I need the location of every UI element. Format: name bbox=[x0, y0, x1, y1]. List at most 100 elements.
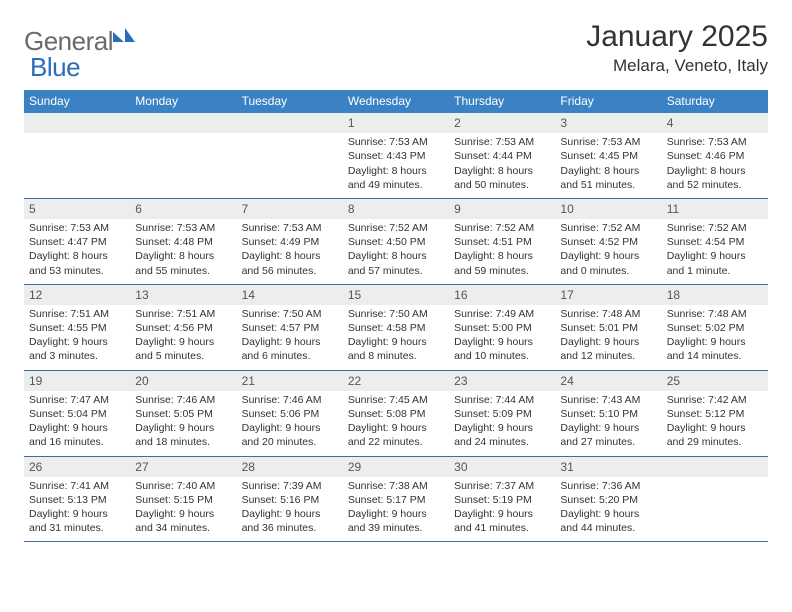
sunrise-text: Sunrise: 7:52 AM bbox=[454, 221, 550, 235]
day-number: 18 bbox=[662, 285, 768, 305]
day-number: 0 bbox=[662, 457, 768, 477]
sunrise-text: Sunrise: 7:53 AM bbox=[242, 221, 338, 235]
daylight-text-2: and 53 minutes. bbox=[29, 264, 125, 278]
daylight-text-2: and 41 minutes. bbox=[454, 521, 550, 535]
day-cell: 10Sunrise: 7:52 AMSunset: 4:52 PMDayligh… bbox=[555, 199, 661, 284]
weekday-header-cell: Monday bbox=[130, 90, 236, 113]
day-cell: 25Sunrise: 7:42 AMSunset: 5:12 PMDayligh… bbox=[662, 371, 768, 456]
daylight-text-2: and 29 minutes. bbox=[667, 435, 763, 449]
sunset-text: Sunset: 5:00 PM bbox=[454, 321, 550, 335]
day-cell: 22Sunrise: 7:45 AMSunset: 5:08 PMDayligh… bbox=[343, 371, 449, 456]
day-info: Sunrise: 7:36 AMSunset: 5:20 PMDaylight:… bbox=[555, 477, 661, 542]
sunset-text: Sunset: 4:45 PM bbox=[560, 149, 656, 163]
sunset-text: Sunset: 4:44 PM bbox=[454, 149, 550, 163]
daylight-text-1: Daylight: 9 hours bbox=[560, 249, 656, 263]
sunrise-text: Sunrise: 7:52 AM bbox=[667, 221, 763, 235]
daylight-text-2: and 49 minutes. bbox=[348, 178, 444, 192]
day-info: Sunrise: 7:43 AMSunset: 5:10 PMDaylight:… bbox=[555, 391, 661, 456]
day-info: Sunrise: 7:53 AMSunset: 4:44 PMDaylight:… bbox=[449, 133, 555, 198]
daylight-text-2: and 12 minutes. bbox=[560, 349, 656, 363]
day-cell: 24Sunrise: 7:43 AMSunset: 5:10 PMDayligh… bbox=[555, 371, 661, 456]
day-info: Sunrise: 7:48 AMSunset: 5:02 PMDaylight:… bbox=[662, 305, 768, 370]
day-number: 30 bbox=[449, 457, 555, 477]
day-cell: 5Sunrise: 7:53 AMSunset: 4:47 PMDaylight… bbox=[24, 199, 130, 284]
day-number: 5 bbox=[24, 199, 130, 219]
daylight-text-1: Daylight: 9 hours bbox=[560, 335, 656, 349]
day-info: Sunrise: 7:38 AMSunset: 5:17 PMDaylight:… bbox=[343, 477, 449, 542]
sunset-text: Sunset: 5:16 PM bbox=[242, 493, 338, 507]
location-label: Melara, Veneto, Italy bbox=[586, 56, 768, 76]
sunrise-text: Sunrise: 7:41 AM bbox=[29, 479, 125, 493]
sunrise-text: Sunrise: 7:43 AM bbox=[560, 393, 656, 407]
daylight-text-2: and 51 minutes. bbox=[560, 178, 656, 192]
sunset-text: Sunset: 4:47 PM bbox=[29, 235, 125, 249]
day-number: 9 bbox=[449, 199, 555, 219]
weekday-header-cell: Tuesday bbox=[237, 90, 343, 113]
sunrise-text: Sunrise: 7:46 AM bbox=[242, 393, 338, 407]
day-info: Sunrise: 7:53 AMSunset: 4:43 PMDaylight:… bbox=[343, 133, 449, 198]
sunrise-text: Sunrise: 7:37 AM bbox=[454, 479, 550, 493]
weekday-header-cell: Thursday bbox=[449, 90, 555, 113]
week-row: 12Sunrise: 7:51 AMSunset: 4:55 PMDayligh… bbox=[24, 285, 768, 371]
sunrise-text: Sunrise: 7:46 AM bbox=[135, 393, 231, 407]
daylight-text-2: and 8 minutes. bbox=[348, 349, 444, 363]
day-cell: 0 bbox=[662, 457, 768, 542]
day-info: Sunrise: 7:44 AMSunset: 5:09 PMDaylight:… bbox=[449, 391, 555, 456]
daylight-text-1: Daylight: 8 hours bbox=[135, 249, 231, 263]
sunrise-text: Sunrise: 7:45 AM bbox=[348, 393, 444, 407]
day-info: Sunrise: 7:52 AMSunset: 4:50 PMDaylight:… bbox=[343, 219, 449, 284]
day-number: 24 bbox=[555, 371, 661, 391]
daylight-text-1: Daylight: 9 hours bbox=[667, 421, 763, 435]
daylight-text-2: and 6 minutes. bbox=[242, 349, 338, 363]
daylight-text-2: and 1 minute. bbox=[667, 264, 763, 278]
day-info: Sunrise: 7:53 AMSunset: 4:48 PMDaylight:… bbox=[130, 219, 236, 284]
day-number: 10 bbox=[555, 199, 661, 219]
sunset-text: Sunset: 5:01 PM bbox=[560, 321, 656, 335]
day-number: 31 bbox=[555, 457, 661, 477]
sunrise-text: Sunrise: 7:53 AM bbox=[667, 135, 763, 149]
sunrise-text: Sunrise: 7:53 AM bbox=[454, 135, 550, 149]
sunset-text: Sunset: 5:09 PM bbox=[454, 407, 550, 421]
day-cell: 28Sunrise: 7:39 AMSunset: 5:16 PMDayligh… bbox=[237, 457, 343, 542]
sunset-text: Sunset: 5:15 PM bbox=[135, 493, 231, 507]
day-info: Sunrise: 7:52 AMSunset: 4:54 PMDaylight:… bbox=[662, 219, 768, 284]
calendar: SundayMondayTuesdayWednesdayThursdayFrid… bbox=[24, 90, 768, 542]
daylight-text-2: and 55 minutes. bbox=[135, 264, 231, 278]
day-number: 12 bbox=[24, 285, 130, 305]
day-cell: 3Sunrise: 7:53 AMSunset: 4:45 PMDaylight… bbox=[555, 113, 661, 198]
day-cell: 1Sunrise: 7:53 AMSunset: 4:43 PMDaylight… bbox=[343, 113, 449, 198]
daylight-text-1: Daylight: 9 hours bbox=[135, 507, 231, 521]
sunset-text: Sunset: 4:57 PM bbox=[242, 321, 338, 335]
sunrise-text: Sunrise: 7:42 AM bbox=[667, 393, 763, 407]
daylight-text-2: and 24 minutes. bbox=[454, 435, 550, 449]
daylight-text-1: Daylight: 9 hours bbox=[667, 335, 763, 349]
day-number: 17 bbox=[555, 285, 661, 305]
day-info: Sunrise: 7:42 AMSunset: 5:12 PMDaylight:… bbox=[662, 391, 768, 456]
day-number: 25 bbox=[662, 371, 768, 391]
day-number: 29 bbox=[343, 457, 449, 477]
daylight-text-2: and 56 minutes. bbox=[242, 264, 338, 278]
logo-word2: Blue bbox=[30, 52, 80, 82]
daylight-text-2: and 50 minutes. bbox=[454, 178, 550, 192]
daylight-text-2: and 44 minutes. bbox=[560, 521, 656, 535]
sunrise-text: Sunrise: 7:48 AM bbox=[667, 307, 763, 321]
day-cell: 14Sunrise: 7:50 AMSunset: 4:57 PMDayligh… bbox=[237, 285, 343, 370]
day-info: Sunrise: 7:40 AMSunset: 5:15 PMDaylight:… bbox=[130, 477, 236, 542]
daylight-text-1: Daylight: 9 hours bbox=[135, 335, 231, 349]
month-title: January 2025 bbox=[586, 20, 768, 54]
daylight-text-2: and 27 minutes. bbox=[560, 435, 656, 449]
daylight-text-2: and 5 minutes. bbox=[135, 349, 231, 363]
day-info: Sunrise: 7:50 AMSunset: 4:58 PMDaylight:… bbox=[343, 305, 449, 370]
daylight-text-1: Daylight: 9 hours bbox=[454, 335, 550, 349]
weekday-header-row: SundayMondayTuesdayWednesdayThursdayFrid… bbox=[24, 90, 768, 113]
sunrise-text: Sunrise: 7:36 AM bbox=[560, 479, 656, 493]
day-cell: 20Sunrise: 7:46 AMSunset: 5:05 PMDayligh… bbox=[130, 371, 236, 456]
sunset-text: Sunset: 4:55 PM bbox=[29, 321, 125, 335]
day-number: 4 bbox=[662, 113, 768, 133]
daylight-text-1: Daylight: 9 hours bbox=[667, 249, 763, 263]
day-info: Sunrise: 7:47 AMSunset: 5:04 PMDaylight:… bbox=[24, 391, 130, 456]
daylight-text-1: Daylight: 8 hours bbox=[560, 164, 656, 178]
sunrise-text: Sunrise: 7:39 AM bbox=[242, 479, 338, 493]
sunset-text: Sunset: 5:12 PM bbox=[667, 407, 763, 421]
daylight-text-1: Daylight: 9 hours bbox=[29, 335, 125, 349]
